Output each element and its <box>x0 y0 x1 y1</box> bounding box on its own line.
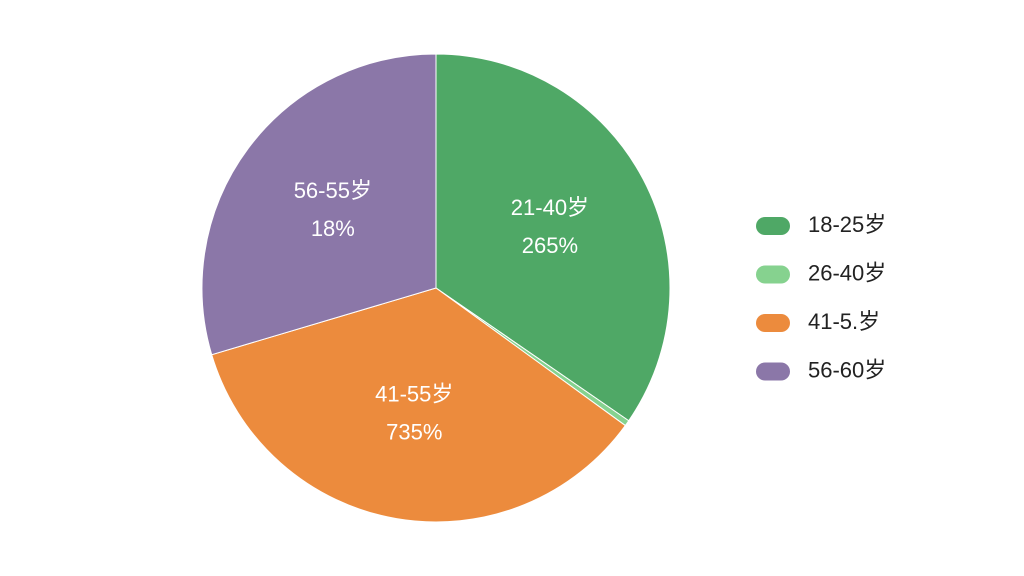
pie-slice <box>435 53 671 422</box>
legend-label: 18-25岁 <box>808 212 886 237</box>
slice-label-value: 265% <box>522 233 578 258</box>
legend-swatch <box>756 217 790 235</box>
legend-swatch <box>756 314 790 332</box>
legend-swatch <box>756 265 790 284</box>
legend-label: 26-40岁 <box>808 260 886 285</box>
pie-slice <box>211 287 627 523</box>
slice-label-name: 41-55岁 <box>375 382 453 407</box>
slice-label-value: 735% <box>386 420 442 445</box>
pie-slice <box>201 53 437 356</box>
legend-swatch <box>756 362 790 381</box>
legend-label: 56-60岁 <box>808 357 886 382</box>
slice-label-name: 56-55岁 <box>294 178 372 203</box>
slice-label-value: 18% <box>311 216 355 241</box>
slice-label-name: 21-40岁 <box>511 195 589 220</box>
legend-label: 41-5.岁 <box>808 309 880 334</box>
